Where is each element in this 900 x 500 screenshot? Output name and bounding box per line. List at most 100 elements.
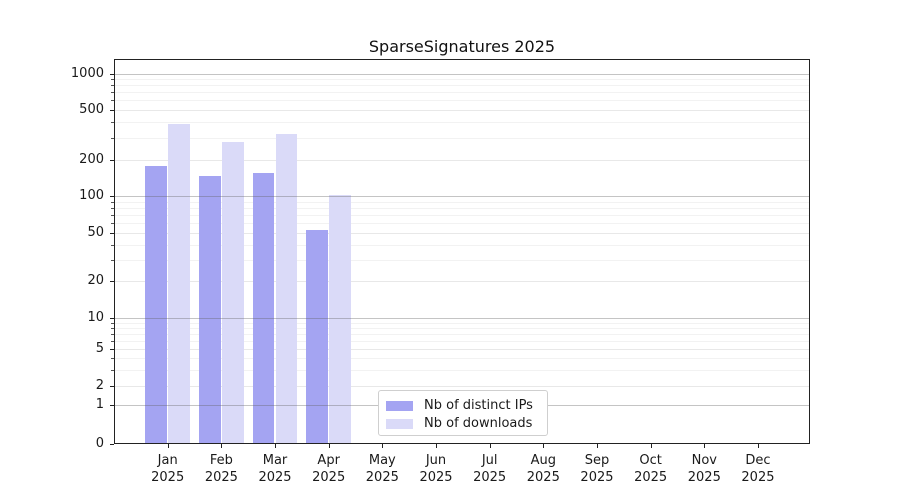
y-tick-mark	[110, 233, 114, 234]
y-minor-tick-mark	[111, 327, 114, 329]
y-tick-label: 2	[95, 378, 104, 393]
y-minor-tick-mark	[111, 85, 114, 87]
gridline-minor	[115, 92, 809, 94]
gridline-minor	[115, 333, 809, 335]
x-tick-label-nov: Nov 2025	[687, 453, 721, 485]
y-minor-tick-mark	[111, 322, 114, 324]
y-tick-mark	[110, 160, 114, 161]
gridline-minor	[115, 137, 809, 139]
chart-title: SparseSignatures 2025	[368, 37, 556, 56]
gridline-minor	[115, 201, 809, 203]
legend-entry-downloads: Nb of downloads	[386, 415, 547, 432]
y-tick-mark	[110, 110, 114, 111]
gridline-minor	[115, 122, 809, 124]
x-tick-label-dec: Dec 2025	[741, 453, 775, 485]
y-minor-tick-mark	[111, 358, 114, 359]
gridline-minor	[115, 340, 809, 342]
y-minor-tick-mark	[111, 340, 114, 342]
x-tick-label-aug: Aug 2025	[526, 453, 560, 485]
y-minor-tick-mark	[111, 215, 114, 217]
bar-downloads-mar	[275, 133, 298, 443]
gridline-minor	[115, 327, 809, 329]
x-tick-mark	[543, 444, 545, 448]
x-tick-label-apr: Apr 2025	[312, 453, 346, 485]
x-tick-label-jul: Jul 2025	[473, 453, 507, 485]
y-minor-tick-mark	[111, 333, 114, 335]
gridline-minor	[115, 322, 809, 324]
legend-swatch-downloads	[386, 418, 413, 429]
y-tick-label: 5	[95, 341, 104, 356]
y-tick-label: 50	[87, 225, 104, 240]
x-tick-mark	[328, 444, 330, 448]
gridline-minor	[115, 79, 809, 81]
x-tick-mark	[596, 444, 598, 448]
y-tick-label: 20	[87, 273, 104, 288]
y-tick-mark	[110, 196, 114, 197]
y-tick-mark	[110, 281, 114, 282]
y-tick-label: 1	[95, 397, 104, 412]
gridline-minor	[115, 369, 809, 371]
x-tick-mark	[757, 444, 759, 448]
gridline-minor	[115, 215, 809, 217]
gridline-minor	[115, 358, 809, 359]
y-minor-tick-mark	[111, 137, 114, 139]
y-minor-tick-mark	[111, 244, 114, 246]
y-tick-label: 0	[95, 436, 104, 451]
y-tick-mark	[110, 73, 114, 75]
gridline-light	[115, 281, 809, 282]
y-minor-tick-mark	[111, 201, 114, 203]
x-tick-mark	[275, 444, 277, 448]
y-tick-mark	[110, 405, 114, 406]
y-minor-tick-mark	[111, 122, 114, 124]
x-tick-label-may: May 2025	[365, 453, 399, 485]
x-tick-mark	[221, 444, 223, 448]
gridline-minor	[115, 223, 809, 225]
x-tick-label-sep: Sep 2025	[580, 453, 614, 485]
y-tick-mark	[110, 349, 114, 350]
bar-distinct-ips-apr	[306, 229, 329, 443]
y-minor-tick-mark	[111, 259, 114, 261]
y-minor-tick-mark	[111, 207, 114, 209]
gridline-light	[115, 233, 809, 234]
x-tick-mark	[704, 444, 706, 448]
x-tick-label-feb: Feb 2025	[204, 453, 238, 485]
gridline-minor	[115, 100, 809, 102]
x-tick-mark	[436, 444, 437, 448]
gridline-major	[115, 73, 809, 75]
gridline-minor	[115, 207, 809, 209]
gridline-minor	[115, 259, 809, 261]
gridline-major	[115, 196, 809, 197]
gridline-light	[115, 160, 809, 161]
y-tick-mark	[110, 444, 114, 445]
y-tick-label: 100	[79, 188, 104, 203]
bar-downloads-jan	[168, 123, 191, 443]
x-tick-label-jan: Jan 2025	[151, 453, 185, 485]
y-minor-tick-mark	[111, 79, 114, 81]
x-tick-mark	[489, 444, 491, 448]
y-minor-tick-mark	[111, 369, 114, 371]
gridline-major	[115, 318, 809, 319]
gridline-minor	[115, 244, 809, 246]
bar-distinct-ips-mar	[252, 172, 275, 443]
bar-distinct-ips-jan	[145, 166, 168, 443]
y-tick-mark	[110, 386, 114, 387]
y-tick-label: 1000	[70, 65, 104, 81]
gridline-light	[115, 110, 809, 111]
bar-downloads-apr	[329, 194, 352, 443]
bar-distinct-ips-feb	[198, 176, 221, 443]
legend-label-distinct-ips: Nb of distinct IPs	[424, 398, 533, 413]
y-minor-tick-mark	[111, 223, 114, 225]
x-tick-label-oct: Oct 2025	[634, 453, 668, 485]
gridline-light	[115, 349, 809, 350]
y-tick-label: 10	[87, 310, 104, 325]
legend-label-downloads: Nb of downloads	[424, 416, 533, 431]
y-minor-tick-mark	[111, 100, 114, 102]
legend-entry-distinct-ips: Nb of distinct IPs	[386, 397, 547, 414]
x-tick-label-mar: Mar 2025	[258, 453, 292, 485]
y-minor-tick-mark	[111, 92, 114, 94]
gridline-minor	[115, 85, 809, 87]
x-tick-mark	[650, 444, 652, 448]
x-tick-label-jun: Jun 2025	[419, 453, 453, 485]
gridline-light	[115, 386, 809, 387]
